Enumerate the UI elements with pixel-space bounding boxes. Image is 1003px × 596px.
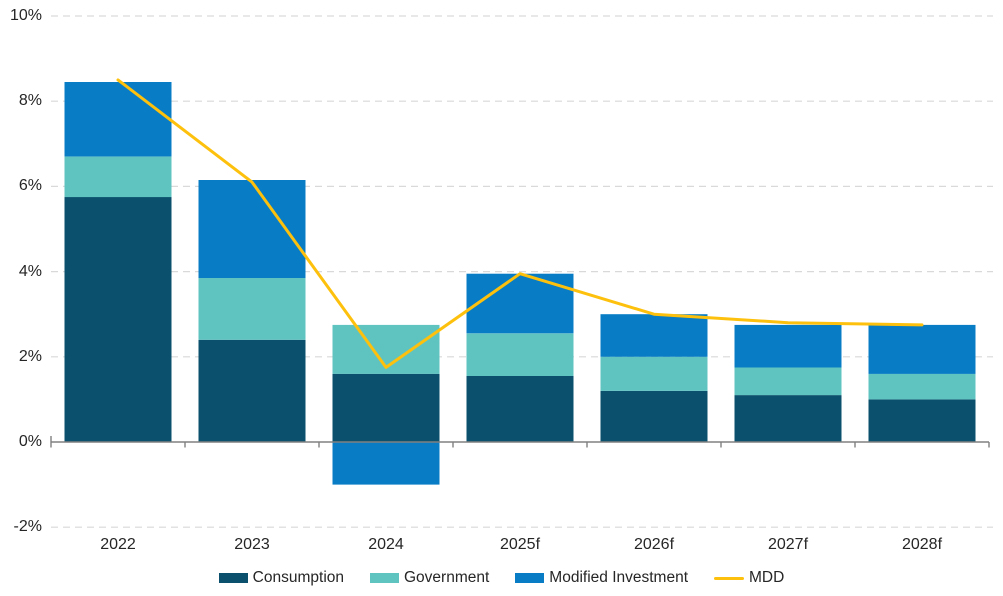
bar-segment-government-2028f	[868, 373, 976, 400]
mdd-line	[116, 78, 924, 369]
x-tick-label: 2023	[234, 536, 270, 553]
y-tick-label: 0%	[18, 433, 42, 450]
mdd-line-swatch-icon	[714, 576, 745, 580]
bar-segment-modified-investment-2022	[64, 82, 172, 157]
bar-segment-government-2026f	[600, 356, 708, 391]
bar-segment-government-2027f	[734, 367, 842, 396]
legend-item-government: Government	[370, 569, 489, 587]
bar-segment-consumption-2028f	[868, 399, 976, 442]
modified-investment-swatch-icon	[515, 573, 545, 583]
legend-item-consumption: Consumption	[218, 569, 344, 587]
y-tick-label: 4%	[18, 262, 42, 280]
bar-segment-modified-investment-2023	[198, 180, 306, 278]
x-tick-label: 2022	[100, 536, 136, 553]
legend-label: MDD	[749, 569, 785, 586]
bar-segment-government-2022	[64, 156, 172, 198]
legend: Consumption Government Modified Investme…	[0, 567, 1003, 589]
bar-segment-consumption-2022	[64, 197, 172, 442]
legend-label: Government	[404, 569, 490, 586]
x-tick-label: 2025f	[499, 536, 541, 553]
bar-segment-consumption-2026f	[600, 390, 708, 442]
legend-label: Consumption	[252, 569, 344, 586]
bar-segment-consumption-2027f	[734, 395, 842, 442]
bar-segment-consumption-2024	[332, 373, 440, 442]
bar-segment-government-2023	[198, 278, 306, 340]
consumption-swatch-icon	[218, 573, 248, 583]
bar-segment-consumption-2023	[198, 339, 306, 442]
bar-segment-consumption-2025f	[466, 376, 574, 442]
legend-label: Modified Investment	[549, 569, 689, 586]
bar-segment-modified-investment-2027f	[734, 324, 842, 368]
x-tick-label: 2027f	[767, 536, 809, 553]
bar-segment-government-2025f	[466, 333, 574, 376]
y-tick-label: 8%	[18, 92, 42, 110]
x-tick-label: 2024	[368, 536, 404, 553]
bar-segment-modified-investment-2026f	[600, 314, 708, 357]
y-tick-label: 6%	[18, 177, 42, 195]
x-tick-label: 2026f	[633, 536, 675, 553]
bar-segment-modified-investment-2024	[332, 442, 440, 485]
legend-item-modified-investment: Modified Investment	[515, 569, 688, 587]
bar-segment-modified-investment-2028f	[868, 324, 976, 374]
legend-item-mdd: MDD	[714, 569, 784, 587]
y-tick-label: 10%	[9, 7, 42, 24]
bar-segment-modified-investment-2025f	[466, 273, 574, 334]
government-swatch-icon	[370, 573, 399, 583]
y-tick-label: 2%	[18, 347, 42, 365]
y-tick-label: -2%	[13, 518, 42, 536]
x-tick-label: 2028f	[901, 536, 943, 553]
